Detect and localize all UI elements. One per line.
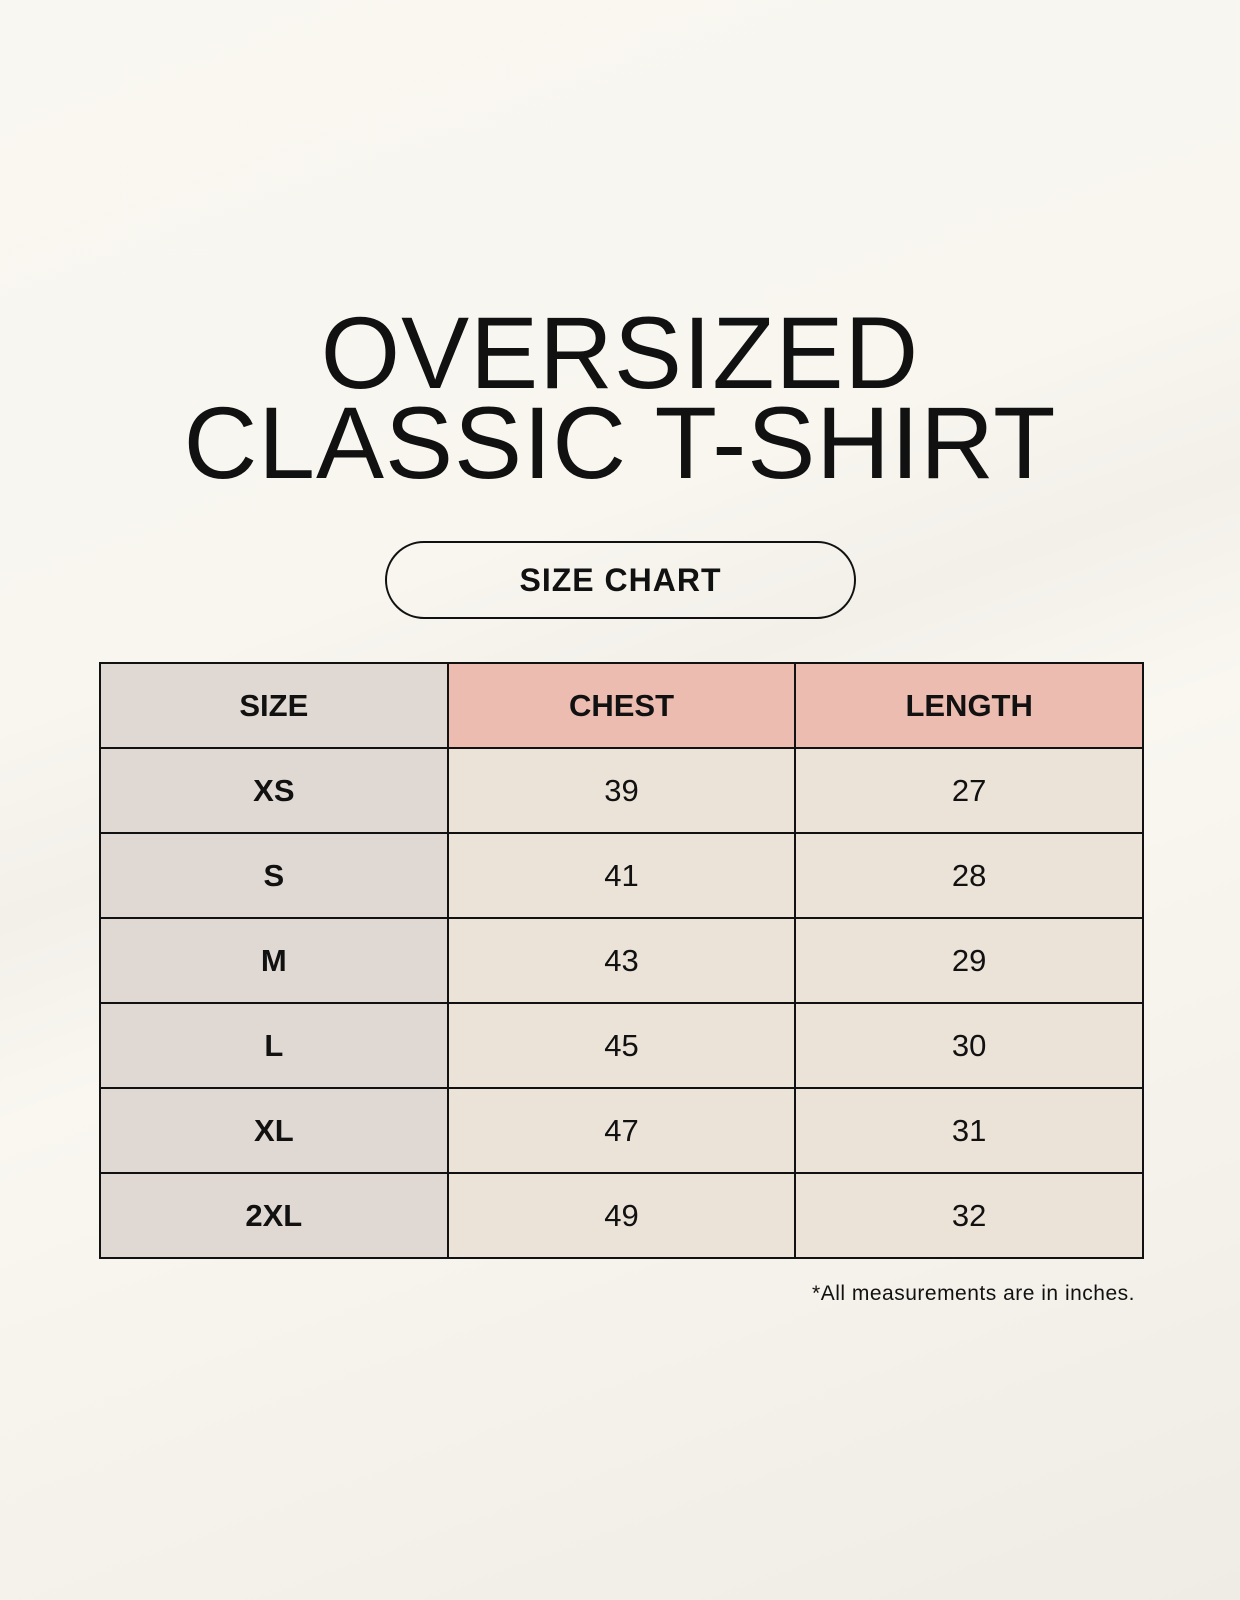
length-cell: 30	[794, 1002, 1144, 1089]
chest-cell: 45	[446, 1002, 797, 1089]
table-row: XL 47 31	[99, 1087, 1144, 1174]
chest-cell: 41	[446, 832, 797, 919]
table-header-row: SIZE CHEST LENGTH	[99, 662, 1144, 749]
header-length: LENGTH	[794, 662, 1144, 749]
table-row: S 41 28	[99, 832, 1144, 919]
length-cell: 31	[794, 1087, 1144, 1174]
chest-cell: 43	[446, 917, 797, 1004]
footnote: *All measurements are in inches.	[812, 1282, 1135, 1305]
size-table: SIZE CHEST LENGTH XS 39 27 S 41 28 M 43 29 L 45 30 X…	[99, 662, 1144, 1259]
page-title: OVERSIZED CLASSIC T-SHIRT	[0, 296, 1240, 500]
size-cell: M	[99, 917, 449, 1004]
table-row: M 43 29	[99, 917, 1144, 1004]
header-chest: CHEST	[446, 662, 797, 749]
length-cell: 27	[794, 747, 1144, 834]
title-line-1: OVERSIZED	[320, 296, 920, 410]
size-cell: S	[99, 832, 449, 919]
size-chart-badge: SIZE CHART	[385, 541, 856, 619]
size-cell: XL	[99, 1087, 449, 1174]
length-cell: 29	[794, 917, 1144, 1004]
chest-cell: 47	[446, 1087, 797, 1174]
table-row: 2XL 49 32	[99, 1172, 1144, 1259]
length-cell: 28	[794, 832, 1144, 919]
header-size: SIZE	[99, 662, 449, 749]
size-cell: XS	[99, 747, 449, 834]
table-row: L 45 30	[99, 1002, 1144, 1089]
title-line-2: CLASSIC T-SHIRT	[183, 386, 1057, 500]
length-cell: 32	[794, 1172, 1144, 1259]
chest-cell: 39	[446, 747, 797, 834]
size-cell: L	[99, 1002, 449, 1089]
table-row: XS 39 27	[99, 747, 1144, 834]
size-cell: 2XL	[99, 1172, 449, 1259]
chest-cell: 49	[446, 1172, 797, 1259]
